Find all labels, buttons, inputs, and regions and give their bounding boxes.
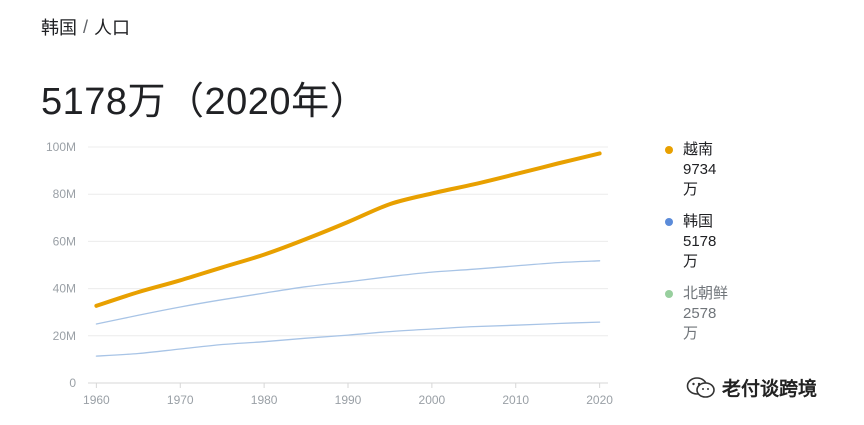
y-tick-label: 60M [53, 234, 76, 248]
breadcrumb-current: 人口 [94, 18, 131, 38]
legend-value: 9734 [683, 161, 717, 178]
x-tick-label: 2010 [502, 393, 529, 407]
breadcrumb-parent-link[interactable]: 韩国 [41, 18, 77, 38]
x-tick-label: 2000 [419, 393, 446, 407]
x-tick-label: 1960 [83, 393, 110, 407]
y-tick-label: 20M [53, 329, 76, 343]
legend-value: 2578 [683, 305, 717, 322]
breadcrumb-separator: / [83, 16, 89, 37]
series-line[interactable] [95, 321, 601, 357]
legend-unit: 万 [683, 325, 699, 342]
y-tick-label: 80M [53, 187, 76, 201]
x-tick-label: 1980 [251, 393, 278, 407]
chart-series [94, 151, 602, 357]
legend-value: 5178 [683, 233, 717, 250]
legend-unit: 万 [683, 181, 699, 198]
chart-gridlines [88, 146, 608, 384]
legend-unit: 万 [683, 253, 699, 270]
chart-legend: 越南 9734 万韩国 5178 万北朝鲜 2578 万 [663, 140, 753, 356]
population-headline: 5178万（2020年） [41, 81, 369, 123]
legend-dot-icon [665, 218, 673, 226]
population-line-chart[interactable]: 0 20M 40M 60M 80M 100M 1960 1970 1980 1990 2000 201… [0, 120, 640, 420]
y-tick-label: 100M [46, 140, 76, 154]
chart-axes: 0 20M 40M 60M 80M 100M 1960 1970 1980 1990 2000 201… [46, 140, 613, 407]
legend-item[interactable]: 韩国 5178 万 [663, 212, 753, 272]
legend-name: 韩国 [683, 213, 714, 230]
series-line[interactable] [95, 260, 601, 325]
wechat-icon [686, 376, 715, 398]
legend-item[interactable]: 越南 9734 万 [663, 140, 753, 200]
legend-name: 北朝鲜 [683, 285, 729, 302]
y-tick-label: 40M [53, 282, 76, 296]
series-line[interactable] [94, 151, 602, 308]
x-tick-label: 2020 [586, 393, 613, 407]
watermark: 老付谈跨境 [686, 374, 817, 401]
legend-dot-icon [665, 290, 673, 298]
legend-dot-icon [665, 146, 673, 154]
legend-item[interactable]: 北朝鲜 2578 万 [663, 284, 753, 344]
watermark-text: 老付谈跨境 [722, 379, 818, 400]
legend-name: 越南 [683, 141, 714, 158]
x-tick-label: 1990 [335, 393, 362, 407]
breadcrumb: 韩国 / 人口 [41, 14, 130, 40]
x-tick-label: 1970 [167, 393, 194, 407]
y-tick-label: 0 [69, 376, 76, 390]
